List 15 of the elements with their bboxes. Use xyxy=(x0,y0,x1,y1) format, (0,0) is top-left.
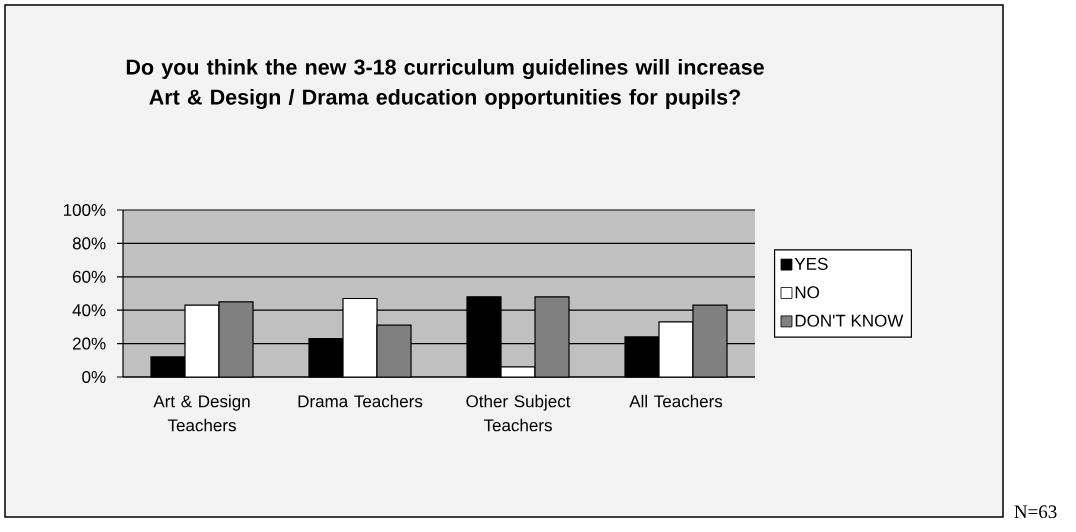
y-tick-label: 60% xyxy=(72,270,106,283)
text: N=63 xyxy=(1014,505,1057,519)
y-tick-label: 100% xyxy=(63,203,106,217)
legend-label: NO xyxy=(795,286,820,299)
y-tick-label: 40% xyxy=(72,304,106,317)
x-tick-label: All Teachers xyxy=(629,394,723,408)
y-tick-label: 0% xyxy=(82,370,106,384)
x-tick-label: Art & Design Teachers xyxy=(153,394,250,432)
legend-label: YES xyxy=(794,257,828,270)
x-tick-label: Drama Teachers xyxy=(298,394,423,408)
chart-title: Do you think the new 3-18 curriculum guidelines will increase Art & Design / Drama education opportunities for pupils? xyxy=(126,58,764,110)
y-tick-label: 20% xyxy=(72,337,106,350)
legend-label: DON'T KNOW xyxy=(795,314,904,327)
x-tick-label: Other Subject Teachers xyxy=(466,394,571,432)
y-tick-label: 80% xyxy=(72,237,106,250)
